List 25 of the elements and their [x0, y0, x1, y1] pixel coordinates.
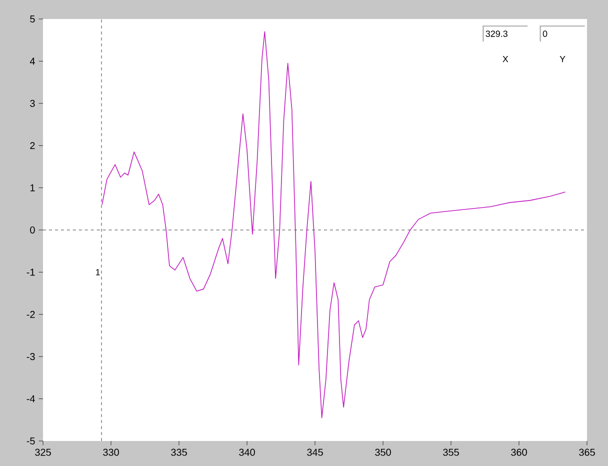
x-tick-label: 325 — [35, 448, 51, 456]
annotation: Y — [560, 56, 566, 62]
annotation: X — [502, 56, 508, 62]
y-tick-label: -1 — [26, 268, 35, 276]
x-tick-label: 335 — [171, 448, 187, 456]
x-tick-label: 355 — [443, 448, 459, 456]
y-tick-label: 3 — [30, 100, 35, 107]
y-tick-label: -4 — [26, 395, 35, 402]
x-tick-label: 350 — [375, 448, 391, 456]
x-tick-label: 365 — [579, 448, 595, 456]
annotation: 1 — [96, 269, 100, 276]
y-tick-label: 0 — [30, 226, 35, 234]
y-tick-label: -3 — [26, 353, 35, 360]
x-tick-label: 360 — [511, 448, 527, 456]
y-tick-label: 2 — [30, 142, 35, 150]
y-tick-label: 1 — [30, 184, 35, 192]
y-tick-label: 5 — [30, 16, 35, 22]
y-tick-label: 4 — [30, 58, 35, 65]
y-tick-label: -2 — [26, 310, 35, 318]
x-tick-label: 340 — [239, 448, 255, 456]
annotation: 0 — [542, 30, 548, 37]
annotation: 329.3 — [486, 30, 508, 37]
y-tick-label: -5 — [26, 438, 35, 444]
x-tick-label: 330 — [103, 448, 119, 456]
x-tick-label: 345 — [307, 448, 323, 456]
